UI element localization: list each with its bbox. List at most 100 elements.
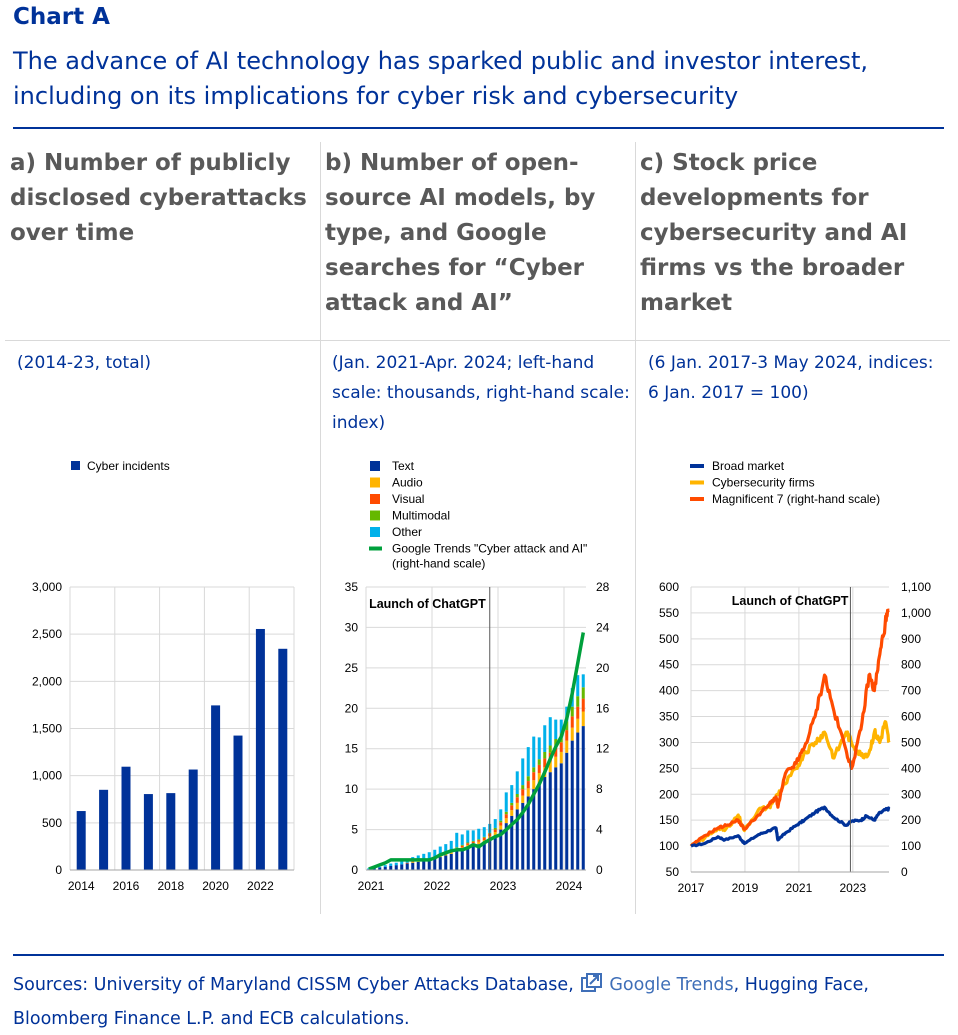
bar-audio <box>526 788 530 797</box>
bar-text <box>422 861 426 870</box>
left-y-tick-label: 250 <box>659 761 679 775</box>
bar-cyber-incidents <box>166 793 176 870</box>
right-y-tick-label: 24 <box>596 620 610 634</box>
bar-text <box>532 789 536 870</box>
bar-other <box>378 866 382 868</box>
right-y-tick-label: 12 <box>596 742 610 756</box>
bar-visual <box>554 747 558 757</box>
bar-visual <box>405 862 409 864</box>
x-tick-label: 2020 <box>202 879 229 893</box>
line-broad <box>690 805 891 848</box>
bar-multimodal <box>532 767 536 773</box>
bar-text <box>466 847 470 870</box>
bar-multimodal <box>576 696 580 707</box>
bar-multimodal <box>482 836 486 838</box>
left-y-tick-label: 450 <box>659 658 679 672</box>
y-tick-label: 2,500 <box>32 627 62 641</box>
bar-audio <box>559 751 563 764</box>
right-y-tick-label: 4 <box>596 823 603 837</box>
bar-multimodal <box>504 811 508 815</box>
legend-swatch <box>370 477 380 488</box>
legend-swatch <box>370 527 380 537</box>
right-y-tick-label: 28 <box>596 580 610 594</box>
title-divider <box>5 340 950 341</box>
y-tick-label: 1,000 <box>32 769 62 783</box>
bar-visual <box>521 789 525 796</box>
x-tick-label: 2024 <box>556 879 583 893</box>
right-y-tick-label: 100 <box>901 839 921 853</box>
bar-multimodal <box>565 721 569 731</box>
left-y-tick-label: 400 <box>659 684 679 698</box>
bar-text <box>521 802 525 870</box>
bar-multimodal <box>581 687 585 699</box>
right-y-tick-label: 0 <box>901 865 908 879</box>
right-y-tick-label: 600 <box>901 710 921 724</box>
left-y-tick-label: 300 <box>659 735 679 749</box>
right-y-tick-label: 400 <box>901 761 921 775</box>
bar-text <box>565 752 569 870</box>
bar-other <box>493 819 497 828</box>
google-trends-link[interactable]: Google Trends <box>609 975 734 995</box>
bar-audio <box>576 718 580 733</box>
bar-other <box>455 832 459 848</box>
legend-label-line1: Google Trends "Cyber attack and AI" <box>392 542 587 556</box>
bar-multimodal <box>570 706 574 717</box>
bar-multimodal <box>493 827 497 830</box>
legend-label: Other <box>392 525 422 539</box>
right-y-tick-label: 900 <box>901 632 921 646</box>
bar-other <box>427 852 431 859</box>
x-tick-label: 2021 <box>358 879 385 893</box>
legend-swatch <box>370 494 380 504</box>
bar-visual <box>576 706 580 719</box>
bar-audio <box>521 795 525 803</box>
bar-other <box>400 861 404 865</box>
legend-label: Visual <box>392 492 424 506</box>
legend-label: Audio <box>392 476 423 490</box>
bar-visual <box>471 841 475 844</box>
bar-audio <box>515 802 519 810</box>
bar-other <box>537 737 541 760</box>
right-y-tick-label: 800 <box>901 658 921 672</box>
panel-c-subtitle: (6 Jan. 2017-3 May 2024, indices: 6 Jan.… <box>648 353 934 403</box>
y-tick-label: 500 <box>42 816 62 830</box>
bar-audio <box>570 727 574 741</box>
bar-text <box>411 862 415 870</box>
top-rule <box>13 127 944 129</box>
bar-text <box>449 853 453 870</box>
bar-text <box>405 863 409 870</box>
bar-visual <box>537 764 541 773</box>
annotation-chatgpt: Launch of ChatGPT <box>369 597 486 611</box>
left-y-tick-label: 600 <box>659 580 679 594</box>
bar-other <box>466 830 470 843</box>
bar-text <box>504 823 508 870</box>
bar-text <box>515 809 519 870</box>
bar-text <box>570 740 574 870</box>
bar-visual <box>499 822 503 826</box>
bar-visual <box>543 758 547 768</box>
bar-other <box>389 863 393 866</box>
bar-other <box>438 846 442 855</box>
x-tick-label: 2016 <box>113 879 140 893</box>
right-y-tick-label: 0 <box>596 863 603 877</box>
right-y-tick-label: 300 <box>901 787 921 801</box>
left-y-tick-label: 30 <box>345 620 359 634</box>
panel-a-subtitle: (2014-23, total) <box>17 353 151 373</box>
external-link-icon[interactable] <box>581 973 603 1004</box>
bar-text <box>438 857 442 870</box>
x-tick-label: 2019 <box>732 881 759 895</box>
bar-text <box>477 844 481 870</box>
bar-text <box>372 868 376 870</box>
right-y-tick-label: 8 <box>596 782 603 796</box>
legend-label: Magnificent 7 (right-hand scale) <box>712 492 880 506</box>
bar-other <box>383 865 387 867</box>
bar-other <box>433 849 437 858</box>
bar-other <box>499 809 503 821</box>
bar-multimodal <box>554 739 558 748</box>
legend-swatch-line <box>690 464 704 468</box>
bar-text <box>559 763 563 870</box>
bar-text <box>554 767 558 870</box>
bar-audio <box>411 861 415 863</box>
bar-audio <box>477 841 481 845</box>
bar-visual <box>515 797 519 803</box>
bar-other <box>576 675 580 697</box>
